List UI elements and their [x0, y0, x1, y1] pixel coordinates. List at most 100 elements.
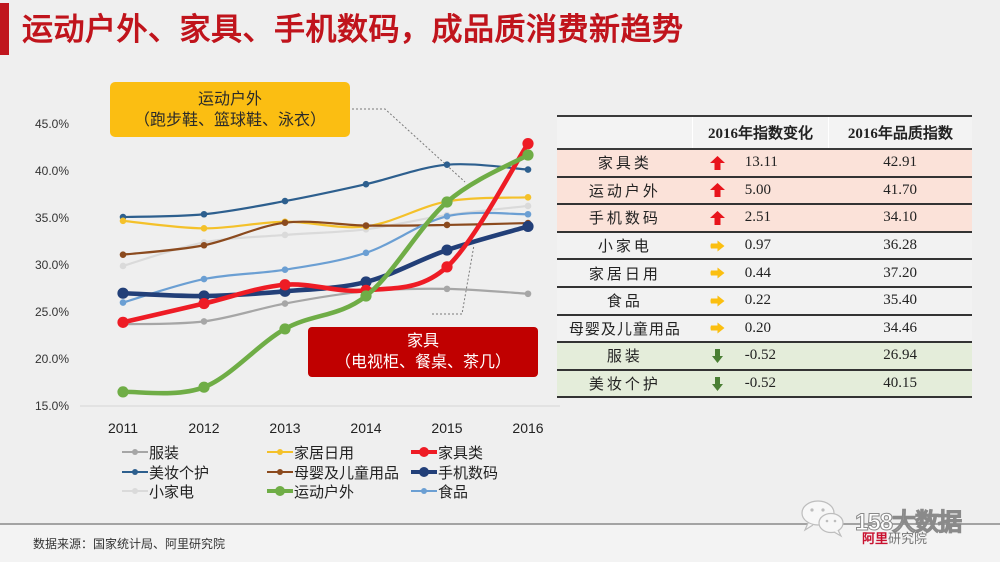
legend-swatch — [411, 447, 437, 457]
y-axis-labels: 15.0% 20.0% 25.0% 30.0% 35.0% 40.0% 45.0… — [35, 117, 69, 413]
table-row: 美妆个护 -0.52 40.15 — [557, 369, 972, 399]
y-tick-label: 30.0% — [35, 258, 69, 272]
y-tick-label: 15.0% — [35, 399, 69, 413]
header-category — [557, 115, 693, 150]
index-cell: 35.40 — [828, 286, 972, 316]
table-row: 运动户外 5.00 41.70 — [557, 176, 972, 206]
arrow-right-icon — [707, 265, 729, 282]
category-cell: 手机数码 — [557, 204, 693, 233]
logo-text-red: 阿里 — [862, 531, 889, 546]
arrow-up-icon — [707, 210, 729, 227]
legend-swatch — [122, 449, 148, 455]
callout-leader-sports — [352, 108, 466, 183]
change-value: 0.20 — [744, 319, 771, 336]
index-cell: 36.28 — [828, 231, 972, 261]
series-line — [121, 163, 530, 219]
table-row: 食品 0.22 35.40 — [557, 286, 972, 316]
data-point — [524, 166, 532, 173]
table-row: 家具类 13.11 42.91 — [557, 149, 972, 178]
legend-label: 小家电 — [149, 483, 195, 501]
data-point — [119, 262, 127, 270]
series-group — [119, 161, 532, 221]
data-point — [443, 213, 451, 220]
legend-label: 服装 — [149, 444, 180, 462]
data-point — [443, 221, 451, 229]
legend-item: 小家电 — [122, 482, 195, 501]
legend-swatch — [122, 488, 148, 494]
table-row: 家居日用 0.44 37.20 — [557, 259, 972, 288]
index-cell: 41.70 — [828, 176, 972, 206]
category-cell: 家居日用 — [557, 259, 693, 288]
series-group — [117, 138, 534, 328]
data-point — [524, 202, 532, 210]
x-tick-label: 2016 — [512, 420, 543, 436]
logo-text-gray: 研究院 — [888, 531, 928, 546]
data-point — [198, 297, 210, 310]
callout-furniture-title: 家具 — [406, 333, 439, 350]
data-point — [524, 290, 532, 298]
legend-swatch — [267, 486, 293, 496]
legend-label: 美妆个护 — [149, 464, 210, 482]
change-cell: 0.44 — [692, 259, 829, 288]
callout-sports-subtitle: （跑步鞋、篮球鞋、泳衣） — [133, 111, 326, 129]
data-point — [281, 219, 289, 226]
table-header-row: 2016年指数变化 2016年品质指数 — [557, 115, 972, 150]
x-tick-label: 2013 — [269, 420, 300, 436]
quality-index-table: 2016年指数变化 2016年品质指数 家具类 13.11 42.91 运动户外… — [557, 115, 972, 399]
header-quality-index: 2016年品质指数 — [827, 115, 972, 150]
change-cell: 0.20 — [692, 314, 829, 344]
callout-furniture-subtitle: （电视柜、餐桌、茶几） — [334, 354, 511, 371]
data-point — [119, 299, 127, 306]
legend-label: 食品 — [438, 483, 469, 501]
change-value: 5.00 — [744, 181, 771, 198]
category-cell: 服装 — [557, 342, 693, 371]
data-point — [200, 225, 208, 232]
legend-item: 运动户外 — [267, 482, 355, 501]
data-point — [117, 316, 129, 328]
data-point — [443, 285, 451, 293]
change-cell: 0.97 — [692, 231, 829, 261]
legend-item: 服装 — [122, 443, 180, 462]
category-cell: 运动户外 — [557, 176, 693, 206]
legend-swatch — [411, 488, 437, 494]
legend-item: 手机数码 — [411, 463, 498, 482]
legend-label: 运动户外 — [294, 483, 355, 501]
data-point — [198, 381, 210, 393]
data-point — [117, 386, 129, 398]
index-cell: 34.10 — [828, 204, 972, 233]
data-point — [362, 222, 370, 229]
index-cell: 34.46 — [828, 314, 972, 344]
callout-leader-furniture — [432, 244, 475, 315]
change-cell: 13.11 — [692, 149, 829, 178]
data-point — [281, 231, 289, 239]
legend-item: 母婴及儿童用品 — [267, 463, 400, 482]
data-point — [200, 210, 208, 218]
data-point — [522, 138, 534, 150]
data-point — [279, 323, 291, 335]
series-line — [121, 196, 530, 230]
data-point — [441, 244, 453, 256]
change-value: -0.52 — [744, 347, 776, 364]
data-point — [360, 290, 372, 302]
data-point — [117, 287, 129, 299]
slide-title: 运动户外、家具、手机数码，成品质消费新趋势 — [22, 12, 684, 47]
arrow-up-icon — [707, 154, 729, 171]
x-tick-label: 2011 — [108, 420, 138, 436]
legend-item: 家具类 — [411, 443, 484, 462]
x-tick-label: 2014 — [350, 420, 381, 436]
callout-furniture: 家具 （电视柜、餐桌、茶几） — [308, 327, 538, 377]
change-value: 0.97 — [744, 237, 771, 254]
series-layer — [117, 138, 534, 398]
data-point — [443, 161, 451, 169]
data-point — [441, 261, 453, 273]
data-point — [200, 241, 208, 249]
callout-sports: 运动户外 （跑步鞋、篮球鞋、泳衣） — [110, 82, 350, 137]
data-point — [281, 197, 289, 205]
legend-label: 家具类 — [438, 444, 484, 462]
line-chart: 15.0% 20.0% 25.0% 30.0% 35.0% 40.0% 45.0… — [35, 108, 560, 436]
legend-label: 母婴及儿童用品 — [294, 464, 400, 482]
arrow-up-icon — [707, 182, 729, 199]
data-point — [522, 149, 534, 161]
series-line — [121, 211, 530, 304]
change-value: 0.22 — [744, 292, 771, 309]
